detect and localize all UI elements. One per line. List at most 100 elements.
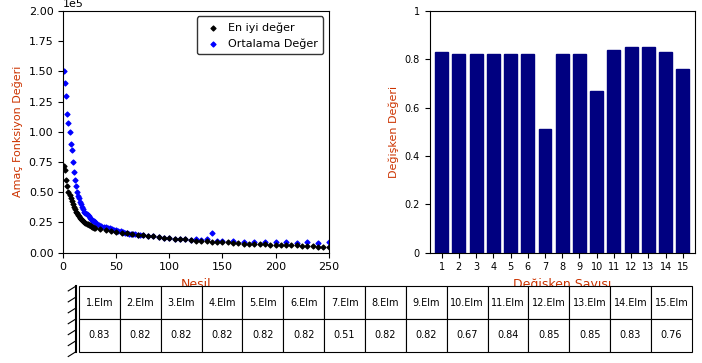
Bar bbox=[161, 319, 201, 352]
X-axis label: Nesil: Nesil bbox=[180, 278, 211, 291]
Ortalama Değer bbox=[281, 240, 292, 245]
Ortalama Değer bbox=[124, 231, 135, 236]
En iyi değer bbox=[72, 212, 84, 218]
Bar bbox=[242, 319, 284, 352]
Text: 0.83: 0.83 bbox=[88, 330, 110, 340]
Ortalama Değer bbox=[69, 177, 81, 183]
Bar bbox=[470, 54, 482, 253]
Y-axis label: Değişken Değeri: Değişken Değeri bbox=[388, 86, 399, 178]
Ortalama Değer bbox=[77, 204, 88, 209]
Ortalama Değer bbox=[72, 189, 83, 195]
Ortalama Değer bbox=[323, 240, 334, 245]
Ortalama Değer bbox=[86, 217, 98, 223]
Ortalama Değer bbox=[217, 238, 228, 244]
Ortalama Değer bbox=[63, 121, 74, 126]
En iyi değer bbox=[65, 195, 77, 201]
Ortalama Değer bbox=[105, 225, 116, 231]
Bar bbox=[529, 286, 569, 319]
Bar bbox=[651, 286, 692, 319]
En iyi değer bbox=[95, 226, 106, 232]
Ortalama Değer bbox=[117, 229, 128, 235]
Ortalama Değer bbox=[115, 229, 126, 234]
En iyi değer bbox=[281, 242, 292, 248]
En iyi değer bbox=[62, 183, 73, 189]
Bar bbox=[522, 54, 534, 253]
Text: 12.Elm: 12.Elm bbox=[532, 298, 566, 307]
En iyi değer bbox=[286, 242, 297, 248]
Bar bbox=[324, 319, 365, 352]
Ortalama Değer bbox=[119, 230, 131, 236]
Ortalama Değer bbox=[60, 81, 71, 86]
En iyi değer bbox=[116, 230, 127, 236]
Text: 9.Elm: 9.Elm bbox=[413, 298, 440, 307]
Bar bbox=[607, 50, 621, 253]
Bar bbox=[406, 319, 446, 352]
Bar bbox=[573, 54, 586, 253]
Text: 10.Elm: 10.Elm bbox=[450, 298, 484, 307]
En iyi değer bbox=[100, 227, 112, 233]
Bar bbox=[435, 52, 448, 253]
En iyi değer bbox=[148, 233, 159, 239]
Bar bbox=[538, 129, 552, 253]
En iyi değer bbox=[190, 238, 201, 244]
Ortalama Değer bbox=[164, 235, 175, 241]
Text: 0.82: 0.82 bbox=[416, 330, 437, 340]
En iyi değer bbox=[153, 234, 164, 240]
Ortalama Değer bbox=[109, 227, 120, 233]
Ortalama Değer bbox=[79, 209, 90, 215]
Ortalama Değer bbox=[66, 147, 77, 153]
Text: 15.Elm: 15.Elm bbox=[654, 298, 688, 307]
Ortalama Değer bbox=[153, 234, 164, 240]
En iyi değer bbox=[77, 217, 88, 223]
Ortalama Değer bbox=[74, 195, 85, 201]
En iyi değer bbox=[70, 209, 81, 215]
Ortalama Değer bbox=[88, 218, 100, 224]
En iyi değer bbox=[121, 231, 133, 236]
En iyi değer bbox=[88, 225, 100, 231]
En iyi değer bbox=[201, 238, 212, 244]
En iyi değer bbox=[206, 239, 218, 245]
Ortalama Değer bbox=[100, 224, 112, 230]
Text: 0.83: 0.83 bbox=[620, 330, 641, 340]
Text: 0.82: 0.82 bbox=[211, 330, 233, 340]
En iyi değer bbox=[222, 240, 233, 245]
X-axis label: Değişken Sayısı: Değişken Sayısı bbox=[513, 278, 611, 291]
En iyi değer bbox=[196, 238, 207, 244]
Text: (b): (b) bbox=[552, 296, 573, 311]
En iyi değer bbox=[312, 244, 324, 249]
Ortalama Değer bbox=[85, 216, 96, 222]
Bar bbox=[486, 54, 500, 253]
Text: 13.Elm: 13.Elm bbox=[573, 298, 607, 307]
Ortalama Değer bbox=[89, 220, 100, 225]
En iyi değer bbox=[227, 240, 239, 246]
En iyi değer bbox=[60, 168, 71, 174]
Text: 11.Elm: 11.Elm bbox=[491, 298, 525, 307]
En iyi değer bbox=[323, 244, 334, 249]
Bar bbox=[569, 286, 610, 319]
Bar bbox=[324, 286, 365, 319]
En iyi değer bbox=[111, 229, 122, 235]
Text: 0.82: 0.82 bbox=[375, 330, 396, 340]
Ortalama Değer bbox=[312, 240, 324, 246]
Ortalama Değer bbox=[74, 199, 86, 205]
En iyi değer bbox=[68, 204, 79, 209]
En iyi değer bbox=[318, 244, 329, 249]
Bar bbox=[79, 286, 120, 319]
Ortalama Değer bbox=[134, 232, 145, 238]
En iyi değer bbox=[63, 189, 74, 195]
Text: 2.Elm: 2.Elm bbox=[126, 298, 154, 307]
Bar bbox=[242, 286, 284, 319]
Ortalama Değer bbox=[259, 239, 270, 245]
Ortalama Değer bbox=[78, 206, 89, 212]
En iyi değer bbox=[74, 215, 86, 220]
En iyi değer bbox=[83, 222, 94, 228]
Ortalama Değer bbox=[128, 231, 139, 237]
Text: 0.82: 0.82 bbox=[252, 330, 274, 340]
En iyi değer bbox=[61, 177, 72, 183]
En iyi değer bbox=[254, 241, 265, 247]
Text: 8.Elm: 8.Elm bbox=[371, 298, 399, 307]
En iyi değer bbox=[233, 240, 244, 246]
Bar bbox=[659, 52, 672, 253]
En iyi değer bbox=[265, 242, 276, 248]
En iyi değer bbox=[180, 236, 191, 242]
